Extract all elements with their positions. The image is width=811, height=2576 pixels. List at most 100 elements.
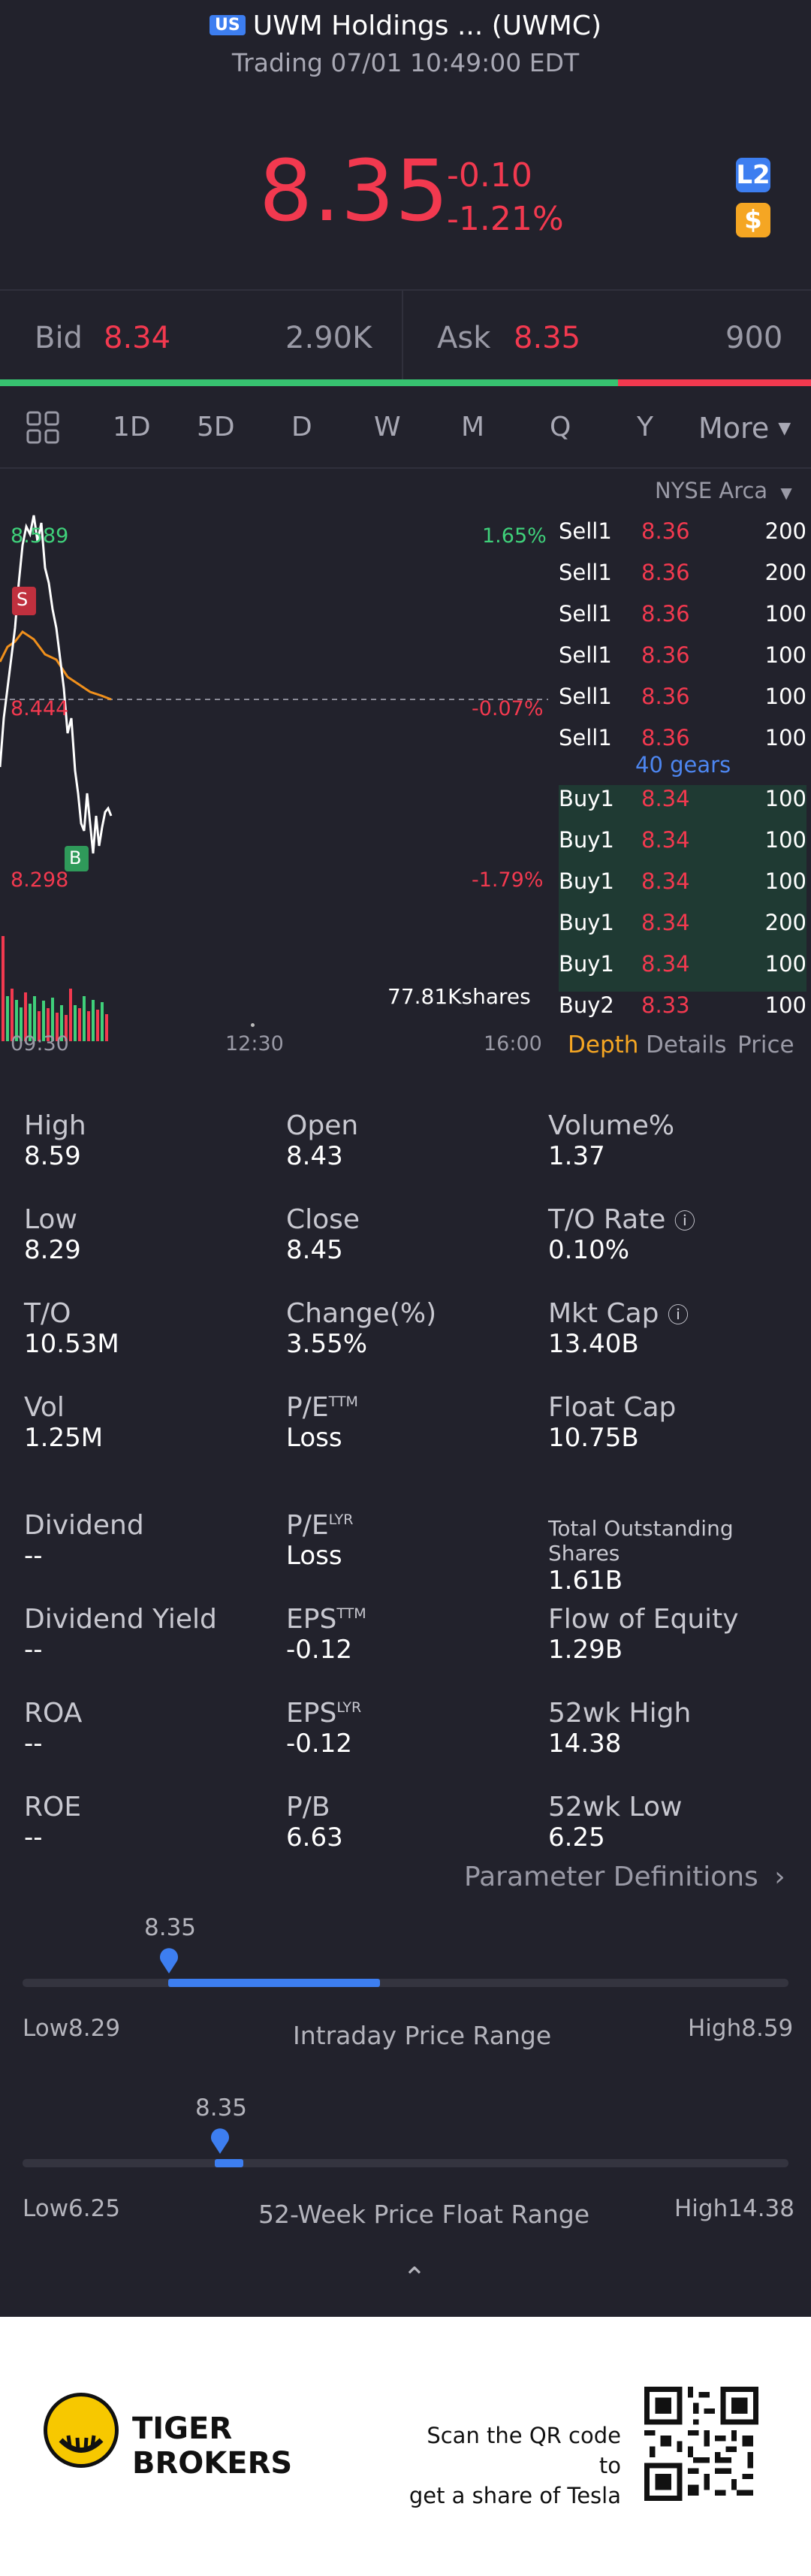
bid-label: Bid <box>35 321 83 355</box>
stat-low: Low 8.29 <box>24 1204 81 1265</box>
stat-value: -- <box>24 1635 43 1665</box>
row-size: 100 <box>764 951 806 977</box>
tab-details[interactable]: Details <box>646 1031 727 1058</box>
tab-5d[interactable]: 5D <box>197 412 235 442</box>
stat-label-sup: TTM <box>336 1605 366 1622</box>
chart-low-pct: -1.79% <box>472 868 544 892</box>
row-price: 8.36 <box>641 560 690 585</box>
collapse-chevron-up-icon[interactable]: ⌃ <box>402 2261 427 2294</box>
row-label: Buy1 <box>559 951 614 977</box>
sell-marker-label: S <box>17 589 29 610</box>
bid-price: 8.34 <box>104 321 171 355</box>
time-mid: 12:30 <box>225 1032 284 1055</box>
parameter-definitions-link[interactable]: Parameter Definitions › <box>464 1862 785 1892</box>
info-icon[interactable]: ⓘ <box>667 1303 689 1327</box>
stat-flow-equity: Flow of Equity 1.29B <box>548 1604 739 1665</box>
stat-pe-ttm: P/ETTM Loss <box>286 1392 358 1453</box>
qr-caption: Scan the QR code to get a share of Tesla <box>407 2420 621 2511</box>
row-size: 100 <box>764 601 806 627</box>
tab-year[interactable]: Y <box>637 412 653 442</box>
row-label: Sell1 <box>559 725 612 750</box>
tab-price[interactable]: Price <box>737 1031 794 1058</box>
high-label: High <box>688 2015 742 2042</box>
tab-depth[interactable]: Depth <box>568 1031 639 1058</box>
high-label: High <box>674 2195 728 2222</box>
buy-side-background <box>559 785 806 992</box>
qr-caption-line-1: Scan the QR code to <box>427 2423 621 2478</box>
period-tabs: 1D 5D D W M Q Y More ▼ <box>0 386 811 469</box>
buy-row: Buy1 8.34 100 <box>559 944 811 985</box>
stat-value: 1.37 <box>548 1141 605 1171</box>
stat-high: High 8.59 <box>24 1110 86 1171</box>
gears-count[interactable]: 40 gears <box>635 752 731 778</box>
exchange-name: NYSE Arca <box>655 478 768 503</box>
dollar-icon[interactable]: $ <box>736 203 770 237</box>
intraday-range-fill <box>168 1979 380 1987</box>
row-size: 100 <box>764 786 806 811</box>
intraday-chart[interactable]: S B 8.589 1.65% 8.444 -0.07% 8.298 -1.79… <box>0 470 556 1064</box>
market-badge: US <box>210 15 246 35</box>
chart-low-label: 8.298 <box>11 868 69 892</box>
stat-dividend: Dividend -- <box>24 1510 144 1571</box>
intraday-range-title: Intraday Price Range <box>293 2021 552 2050</box>
stat-label: Change(%) <box>286 1298 437 1329</box>
stat-label: Dividend <box>24 1510 144 1541</box>
more-label: More <box>698 412 770 445</box>
tab-1d[interactable]: 1D <box>113 412 151 442</box>
stat-label: P/B <box>286 1792 330 1823</box>
week52-current-label: 8.35 <box>195 2094 248 2122</box>
row-size: 200 <box>764 560 806 585</box>
buy-marker <box>65 846 89 871</box>
buy-row: Buy1 8.34 200 <box>559 902 811 944</box>
stock-title[interactable]: US UWM Holdings ... (UWMC) <box>0 11 811 41</box>
stat-value: 3.55% <box>286 1329 368 1359</box>
row-price: 8.34 <box>641 868 690 894</box>
stat-value: 1.61B <box>548 1566 623 1596</box>
chart-mid-pct: -0.07% <box>472 697 544 720</box>
change-value: -0.10 <box>447 156 532 195</box>
buy-row: Buy2 8.33 100 <box>559 985 811 1026</box>
qr-code-icon[interactable] <box>644 2387 758 2501</box>
row-size: 100 <box>764 684 806 709</box>
brand-line-2: BROKERS <box>132 2446 293 2481</box>
stat-label-sup: LYR <box>336 1699 362 1716</box>
stat-value: 6.25 <box>548 1823 605 1853</box>
tiger-stripes-icon <box>59 2435 104 2453</box>
tab-more[interactable]: More ▼ <box>698 412 791 445</box>
row-label: Buy1 <box>559 827 614 853</box>
time-end: 16:00 <box>484 1032 542 1055</box>
sell-row: Sell1 8.36 100 <box>559 717 811 759</box>
stat-label: Float Cap <box>548 1392 677 1423</box>
stat-label: T/O <box>24 1298 71 1329</box>
tab-day[interactable]: D <box>291 412 312 442</box>
price-chart-svg <box>0 515 548 1041</box>
stat-value: 14.38 <box>548 1729 622 1759</box>
stat-value: 6.63 <box>286 1823 343 1853</box>
stat-label: Low <box>24 1204 77 1235</box>
ask-price: 8.35 <box>514 321 581 355</box>
layout-grid-icon[interactable] <box>26 410 60 445</box>
tab-month[interactable]: M <box>461 412 485 442</box>
stat-label: Volume% <box>548 1110 675 1141</box>
tab-quarter[interactable]: Q <box>550 412 571 442</box>
intraday-range-track <box>23 1979 788 1987</box>
bid-ask-bar: Bid 8.34 2.90K Ask 8.35 900 <box>0 289 811 385</box>
row-size: 200 <box>764 518 806 544</box>
sell-row: Sell1 8.36 100 <box>559 635 811 676</box>
brand-line-1: TIGER <box>132 2411 233 2446</box>
tab-week[interactable]: W <box>374 412 401 442</box>
row-label: Sell1 <box>559 518 612 544</box>
stat-label: T/O Rate <box>548 1204 666 1235</box>
row-label: Sell1 <box>559 560 612 585</box>
low-value: 6.25 <box>68 2195 121 2222</box>
chart-mid-label: 8.444 <box>11 697 69 720</box>
row-price: 8.36 <box>641 518 690 544</box>
brand-name: TIGER BROKERS <box>132 2411 292 2481</box>
bid-strength-bar <box>0 379 618 386</box>
last-price: 8.35 <box>259 143 450 240</box>
row-size: 100 <box>764 868 806 894</box>
exchange-selector[interactable]: NYSE Arca ▼ <box>655 478 792 503</box>
price-line <box>0 515 113 854</box>
level2-icon[interactable]: L2 <box>736 158 770 192</box>
info-icon[interactable]: ⓘ <box>674 1209 695 1234</box>
